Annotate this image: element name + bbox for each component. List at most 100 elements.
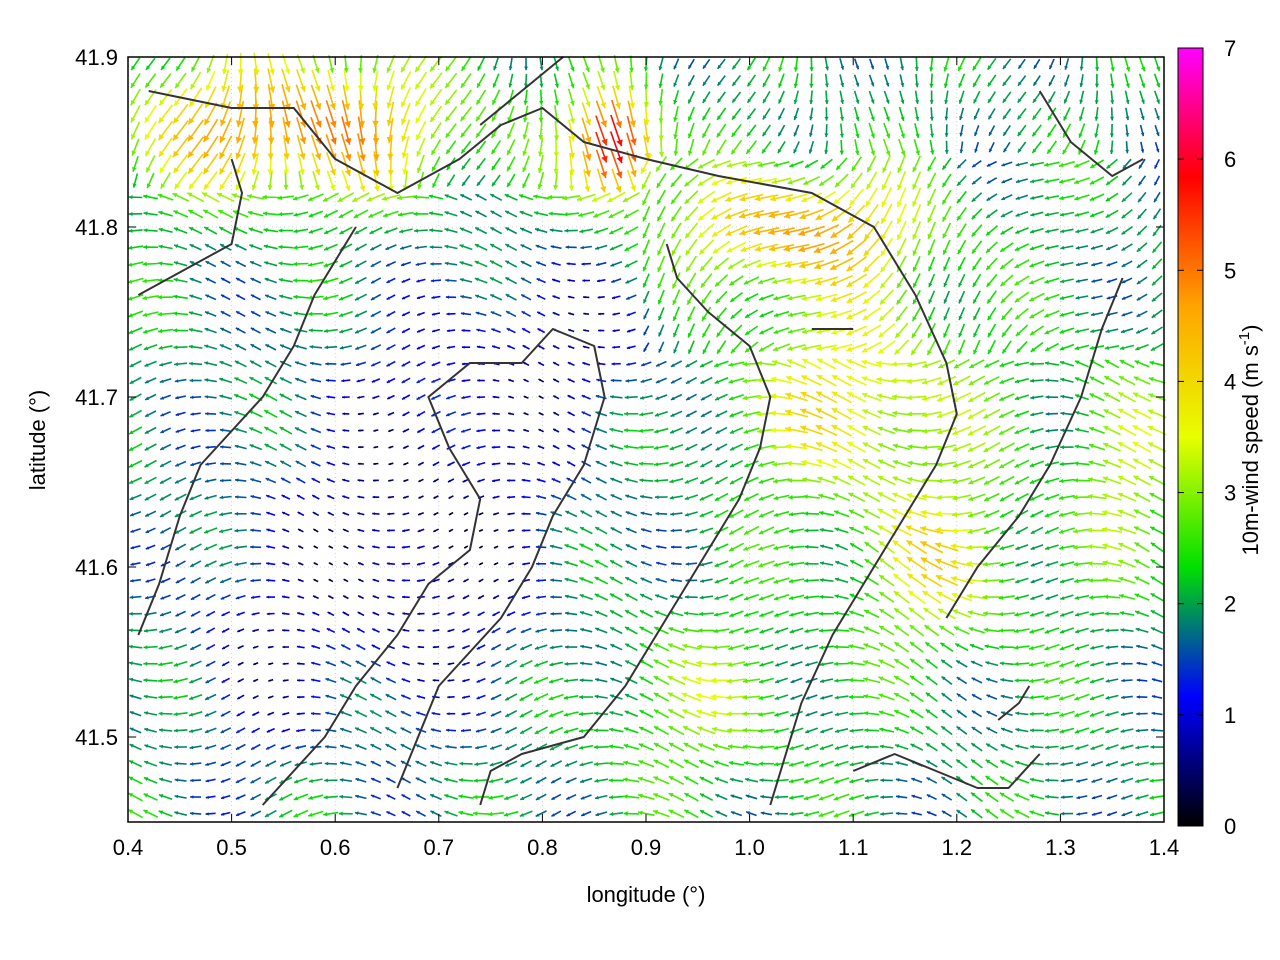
wind-arrow-head bbox=[520, 763, 525, 767]
wind-arrow bbox=[143, 776, 158, 784]
wind-arrow bbox=[205, 778, 216, 783]
wind-arrow bbox=[370, 760, 382, 767]
wind-arrow bbox=[941, 810, 952, 818]
wind-arrow bbox=[566, 810, 577, 817]
wind-arrow bbox=[608, 761, 624, 766]
wind-arrow-head bbox=[415, 777, 420, 781]
wind-arrow bbox=[143, 793, 158, 801]
wind-arrow-head bbox=[1149, 795, 1154, 800]
wind-arrow-head bbox=[190, 795, 194, 799]
wind-arrow bbox=[535, 760, 547, 768]
wind-arrow bbox=[637, 810, 655, 817]
wind-arrow bbox=[608, 795, 624, 800]
wind-arrow-head bbox=[956, 810, 961, 814]
wind-arrow-head bbox=[205, 812, 209, 816]
wind-arrow bbox=[519, 810, 533, 818]
wind-arrow bbox=[293, 809, 309, 818]
wind-arrow-head bbox=[668, 809, 674, 814]
wind-arrow-head bbox=[1045, 778, 1049, 783]
wind-arrow-head bbox=[896, 794, 900, 799]
wind-arrow bbox=[235, 811, 246, 817]
wind-arrow bbox=[1135, 778, 1149, 784]
wind-arrow-head bbox=[265, 763, 270, 767]
wind-arrow bbox=[818, 793, 835, 801]
wind-arrow bbox=[235, 760, 246, 767]
wind-arrow-head bbox=[653, 793, 659, 798]
wind-arrow bbox=[744, 777, 759, 783]
wind-arrow bbox=[728, 760, 745, 766]
wind-arrow-head bbox=[174, 778, 179, 782]
wind-arrow bbox=[444, 810, 458, 817]
wind-arrow bbox=[400, 760, 412, 768]
wind-arrow bbox=[895, 761, 908, 766]
wind-arrow-head bbox=[355, 794, 359, 799]
wind-arrow-head bbox=[430, 810, 435, 815]
wind-arrow bbox=[205, 795, 216, 799]
wind-arrow-head bbox=[926, 794, 931, 798]
wind-arrow bbox=[926, 793, 937, 801]
wind-arrow-head bbox=[519, 813, 524, 817]
wind-arrow-head bbox=[804, 812, 809, 817]
wind-arrow bbox=[551, 810, 562, 818]
wind-arrow bbox=[264, 776, 277, 785]
wind-arrow-head bbox=[684, 759, 689, 764]
wind-arrow bbox=[293, 777, 308, 784]
wind-arrow bbox=[488, 777, 504, 784]
wind-arrow-head bbox=[581, 812, 585, 817]
wind-arrow-head bbox=[444, 761, 449, 766]
wind-arrow-head bbox=[985, 792, 990, 797]
wind-arrow bbox=[535, 810, 547, 818]
wind-arrow bbox=[158, 810, 173, 818]
wind-arrow bbox=[250, 760, 262, 768]
wind-arrow bbox=[804, 760, 819, 767]
wind-arrow-head bbox=[309, 762, 314, 766]
wind-arrow bbox=[324, 778, 338, 783]
wind-arrow bbox=[684, 792, 699, 802]
wind-arrow-head bbox=[416, 811, 420, 815]
wind-arrow bbox=[220, 811, 231, 816]
wind-arrow bbox=[848, 810, 865, 817]
wind-arrow-head bbox=[386, 777, 390, 781]
wind-arrow-head bbox=[804, 779, 809, 784]
wind-arrow bbox=[623, 794, 640, 799]
wind-arrow-head bbox=[401, 794, 405, 798]
wind-arrow-head bbox=[143, 793, 149, 798]
wind-arrow bbox=[355, 777, 367, 783]
wind-arrow-head bbox=[985, 809, 991, 814]
wind-arrow bbox=[637, 776, 655, 784]
wind-arrow-head bbox=[566, 813, 571, 817]
wind-arrow-head bbox=[1045, 794, 1049, 799]
wind-arrow-head bbox=[579, 762, 584, 767]
wind-arrow-head bbox=[594, 778, 599, 783]
wind-arrow bbox=[668, 758, 685, 769]
wind-arrow-head bbox=[386, 794, 390, 798]
wind-arrow-head bbox=[729, 777, 734, 782]
wind-arrow-head bbox=[609, 812, 614, 817]
wind-arrow-head bbox=[775, 811, 779, 816]
wind-arrow-head bbox=[833, 812, 839, 818]
wind-arrow-head bbox=[401, 811, 405, 815]
wind-arrow bbox=[250, 776, 262, 784]
wind-arrow-head bbox=[488, 811, 493, 817]
wind-arrow bbox=[579, 761, 593, 767]
wind-arrow bbox=[401, 810, 411, 817]
wind-arrow bbox=[1120, 777, 1134, 784]
wind-arrow-head bbox=[503, 812, 509, 817]
wind-arrow bbox=[355, 794, 367, 800]
wind-arrow bbox=[323, 811, 339, 817]
wind-arrow-head bbox=[1106, 796, 1111, 800]
wind-arrow bbox=[999, 792, 1015, 802]
wind-arrow-head bbox=[864, 812, 869, 817]
wind-arrow bbox=[774, 795, 789, 800]
wind-arrow bbox=[668, 809, 685, 819]
wind-arrow bbox=[683, 759, 699, 769]
wind-arrow bbox=[159, 761, 172, 766]
wind-arrow-head bbox=[174, 794, 179, 799]
wind-arrow-head bbox=[221, 812, 225, 816]
wind-arrow-head bbox=[970, 775, 976, 780]
wind-arrow-head bbox=[941, 759, 946, 764]
wind-arrow-head bbox=[684, 809, 689, 814]
wind-arrow bbox=[760, 794, 773, 799]
wind-arrow bbox=[279, 760, 292, 767]
